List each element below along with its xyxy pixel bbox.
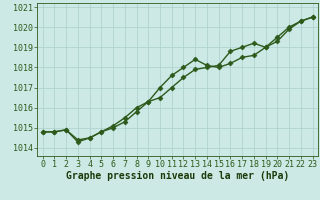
X-axis label: Graphe pression niveau de la mer (hPa): Graphe pression niveau de la mer (hPa)	[66, 171, 289, 181]
